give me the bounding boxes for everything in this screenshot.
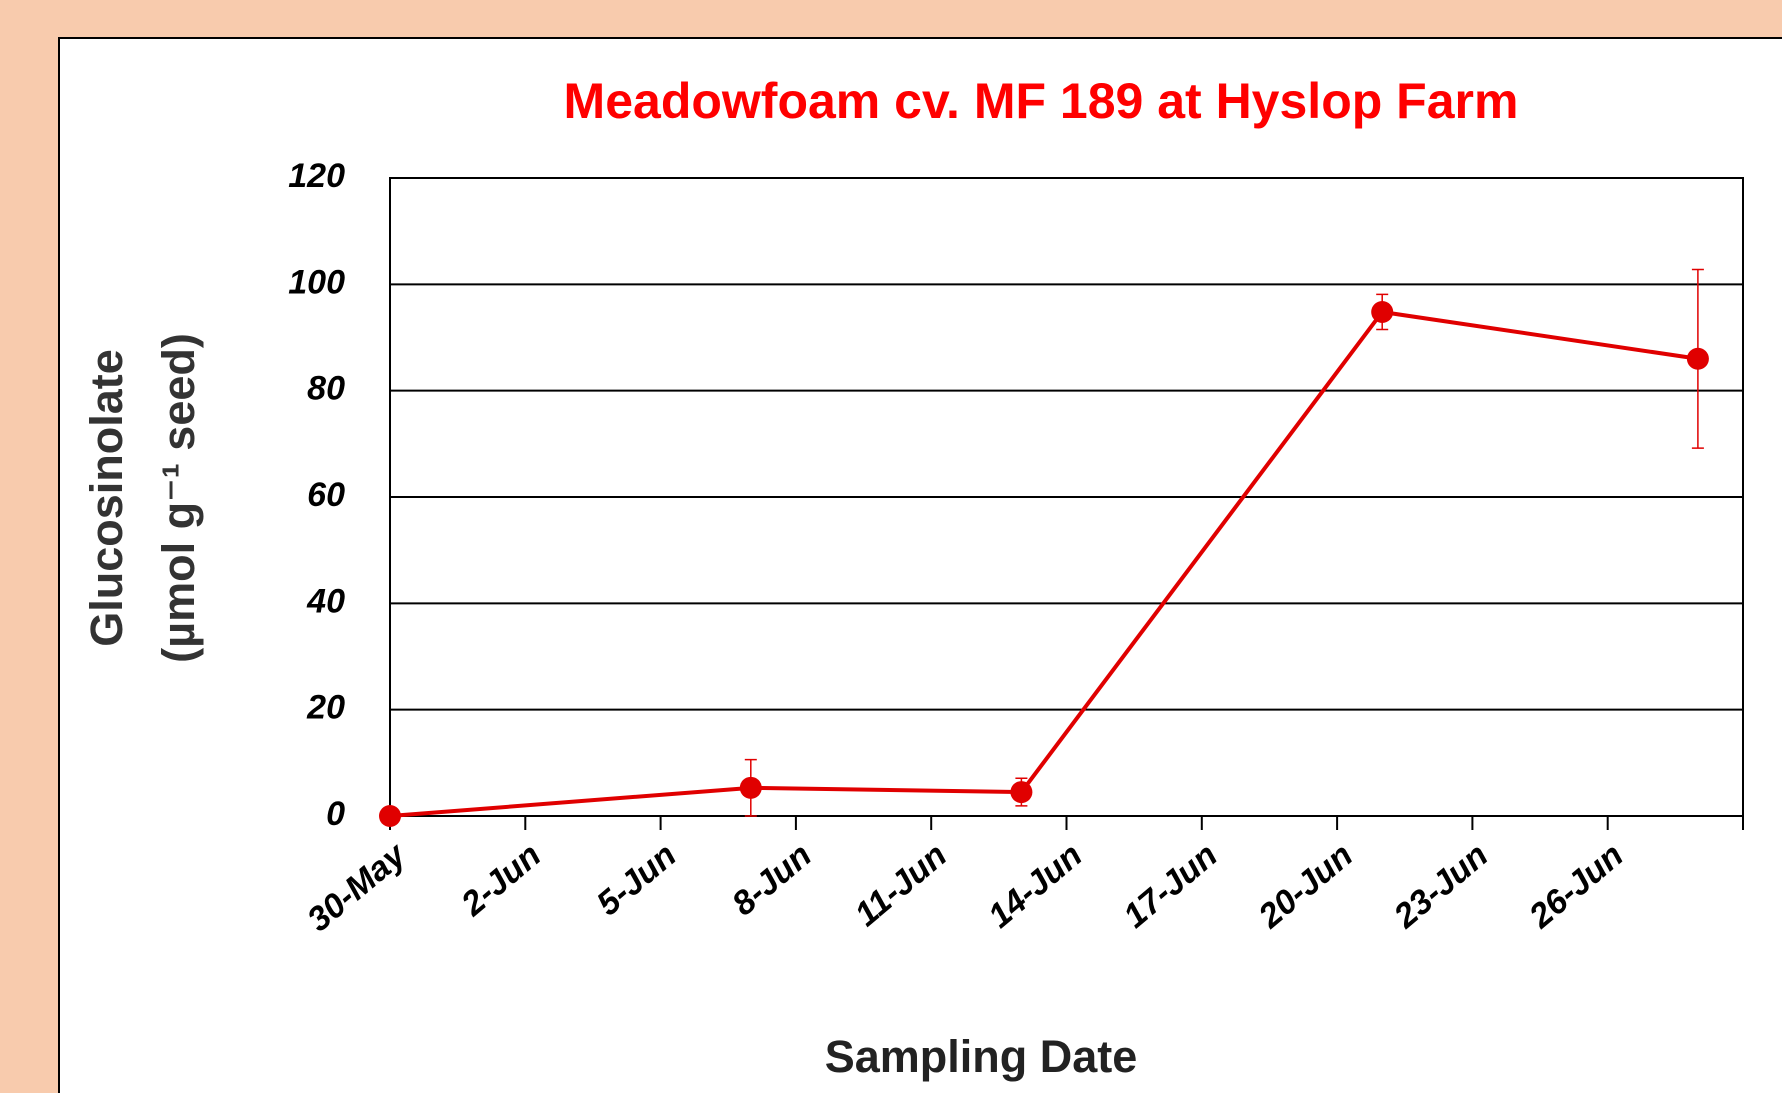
y-tick-label: 60 — [307, 476, 345, 514]
y-tick-label: 120 — [288, 157, 345, 195]
y-axis-title: (µmol g⁻¹ seed) — [153, 333, 204, 663]
point — [1371, 300, 1394, 323]
x-axis-title: Sampling Date — [825, 1031, 1138, 1082]
point — [1010, 781, 1033, 804]
y-tick-label: 0 — [326, 795, 345, 833]
y-tick-label: 100 — [288, 263, 345, 301]
point — [379, 805, 401, 827]
chart-title: Meadowfoam cv. MF 189 at Hyslop Farm — [564, 73, 1519, 129]
point — [1686, 347, 1709, 370]
y-tick-label: 20 — [306, 689, 345, 727]
y-tick-label: 40 — [306, 582, 345, 620]
chart-frame — [58, 37, 1782, 1093]
y-tick-label: 80 — [307, 370, 345, 408]
point — [739, 776, 762, 799]
y-axis-title: Glucosinolate — [81, 349, 132, 647]
